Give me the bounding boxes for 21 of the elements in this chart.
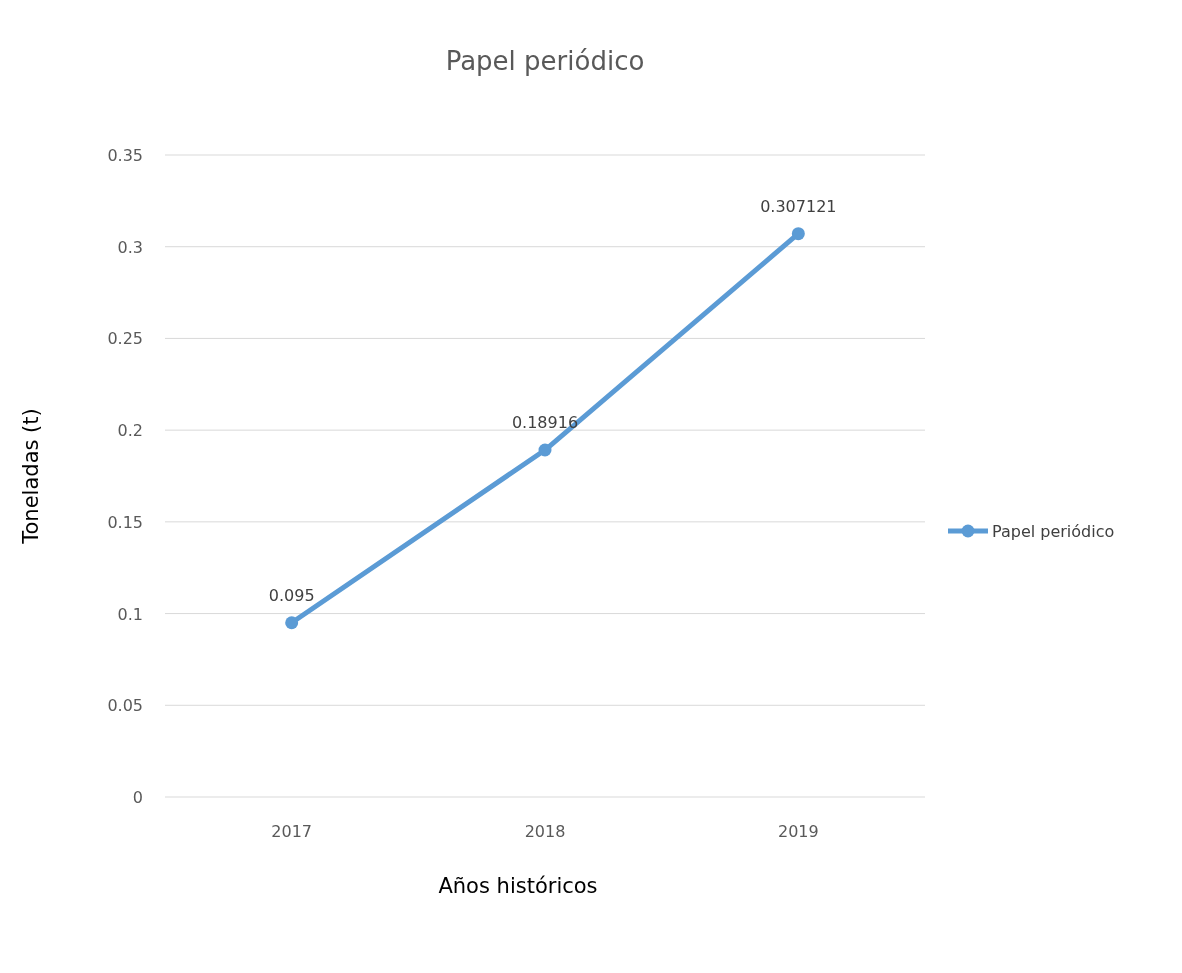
x-tick-label: 2019 (777, 822, 819, 841)
y-tick-label: 0.05 (107, 696, 143, 716)
y-tick-label: 0.1 (117, 604, 143, 624)
data-label: 0.095 (268, 585, 315, 605)
point (538, 443, 552, 457)
y-tick-label: 0 (132, 788, 143, 807)
data-label: 0.307121 (760, 196, 837, 216)
y-tick-label: 0.2 (117, 421, 143, 441)
chart-title: Papel periódico (445, 46, 645, 76)
x-tick-label: 2018 (524, 822, 566, 841)
point (285, 616, 299, 630)
x-tick-label: 2017 (271, 822, 313, 841)
y-tick-label: 0.35 (107, 146, 143, 165)
legend-label: Papel periódico (992, 522, 1115, 541)
point (791, 227, 805, 241)
data-label: 0.18916 (511, 413, 579, 433)
y-tick-label: 0.3 (117, 237, 143, 257)
y-tick-label: 0.25 (107, 329, 143, 349)
y-axis-title: Toneladas (t) (19, 408, 43, 545)
y-tick-label: 0.15 (107, 512, 143, 532)
x-axis-title: Años históricos (438, 874, 598, 898)
